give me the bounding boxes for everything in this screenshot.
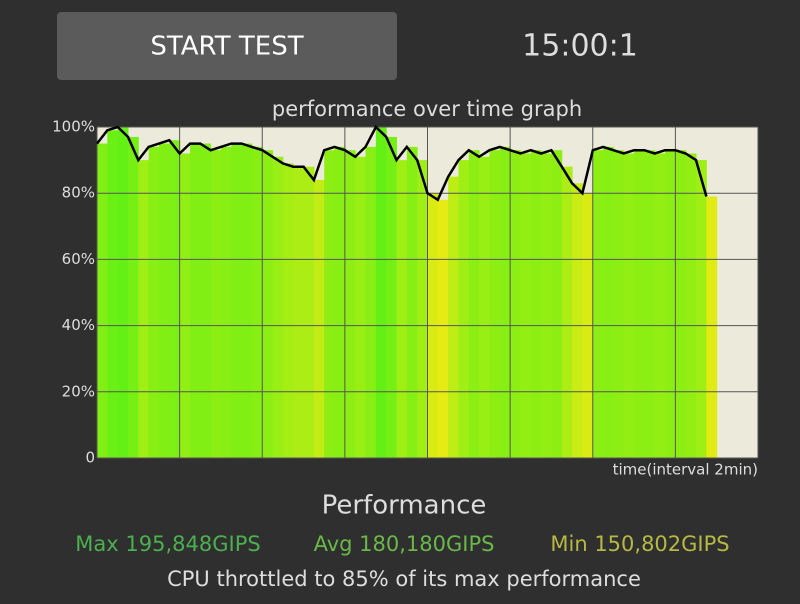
performance-bar (200, 143, 212, 459)
performance-bar (696, 160, 707, 458)
y-tick-label: 0 (85, 449, 95, 467)
performance-bar (127, 136, 139, 458)
performance-bar (220, 146, 232, 459)
avg-stat: Avg 180,180GIPS (314, 532, 495, 556)
performance-bar (458, 160, 470, 458)
performance-bar (541, 153, 552, 459)
performance-bar (572, 183, 583, 458)
performance-bar (303, 166, 315, 458)
performance-bar (551, 150, 563, 459)
performance-bar (448, 176, 459, 458)
performance-bar (613, 150, 625, 459)
chart-title: performance over time graph (272, 97, 582, 121)
performance-bar (675, 150, 687, 459)
performance-bar (179, 153, 191, 459)
min-stat: Min 150,802GIPS (550, 532, 729, 556)
performance-bar (634, 150, 645, 459)
performance-bar (282, 163, 294, 458)
y-tick-label: 80% (62, 184, 95, 202)
performance-bar (97, 143, 108, 459)
performance-bar (117, 127, 129, 458)
performance-bar (375, 127, 387, 458)
performance-bar (396, 160, 408, 458)
max-stat: Max 195,848GIPS (75, 532, 260, 556)
timer: 15:00:1 (522, 29, 638, 64)
performance-bar (437, 199, 449, 458)
performance-bar (365, 146, 377, 459)
performance-bar (272, 156, 284, 459)
performance-bar (313, 179, 325, 458)
performance-bar (251, 146, 263, 459)
performance-bar (210, 150, 222, 459)
summary: CPU throttled to 85% of its max performa… (167, 567, 641, 591)
performance-bar (592, 150, 604, 459)
performance-bar (499, 146, 511, 459)
performance-bar (468, 150, 480, 459)
performance-bar (158, 143, 170, 459)
stats-heading: Performance (322, 491, 487, 521)
performance-bar (644, 150, 656, 459)
performance-bar (510, 150, 521, 459)
y-tick-label: 100% (52, 118, 95, 136)
y-tick-label: 40% (62, 316, 95, 334)
performance-bar (241, 143, 253, 459)
y-tick-label: 60% (62, 250, 95, 268)
button-label[interactable]: START TEST (150, 32, 303, 62)
performance-bar (262, 150, 274, 459)
performance-bar (107, 130, 119, 458)
y-tick-label: 20% (62, 382, 95, 400)
performance-bar (344, 150, 356, 459)
performance-bar (148, 146, 160, 459)
performance-bar (561, 166, 573, 458)
performance-bar (189, 143, 201, 459)
performance-bar (355, 156, 367, 459)
performance-bar (623, 153, 635, 459)
performance-bar (685, 153, 697, 459)
performance-bar (406, 146, 418, 459)
performance-bar (231, 143, 243, 459)
performance-bar (706, 196, 718, 458)
performance-line (96, 124, 708, 202)
performance-bar (324, 150, 336, 459)
performance-bar (417, 160, 428, 458)
performance-bar (530, 150, 542, 459)
performance-bar (489, 150, 501, 459)
x-axis-label: time(interval 2min) (613, 461, 758, 479)
performance-bar (520, 153, 532, 459)
performance-bar (138, 160, 150, 458)
performance-bar (169, 140, 181, 459)
performance-bar (334, 146, 346, 459)
performance-bar (386, 136, 398, 458)
performance-bar (603, 146, 614, 459)
performance-bar (654, 153, 666, 459)
start-button[interactable] (57, 12, 397, 80)
performance-bar (665, 150, 676, 459)
performance-bar (293, 166, 305, 458)
performance-bar (479, 156, 490, 459)
